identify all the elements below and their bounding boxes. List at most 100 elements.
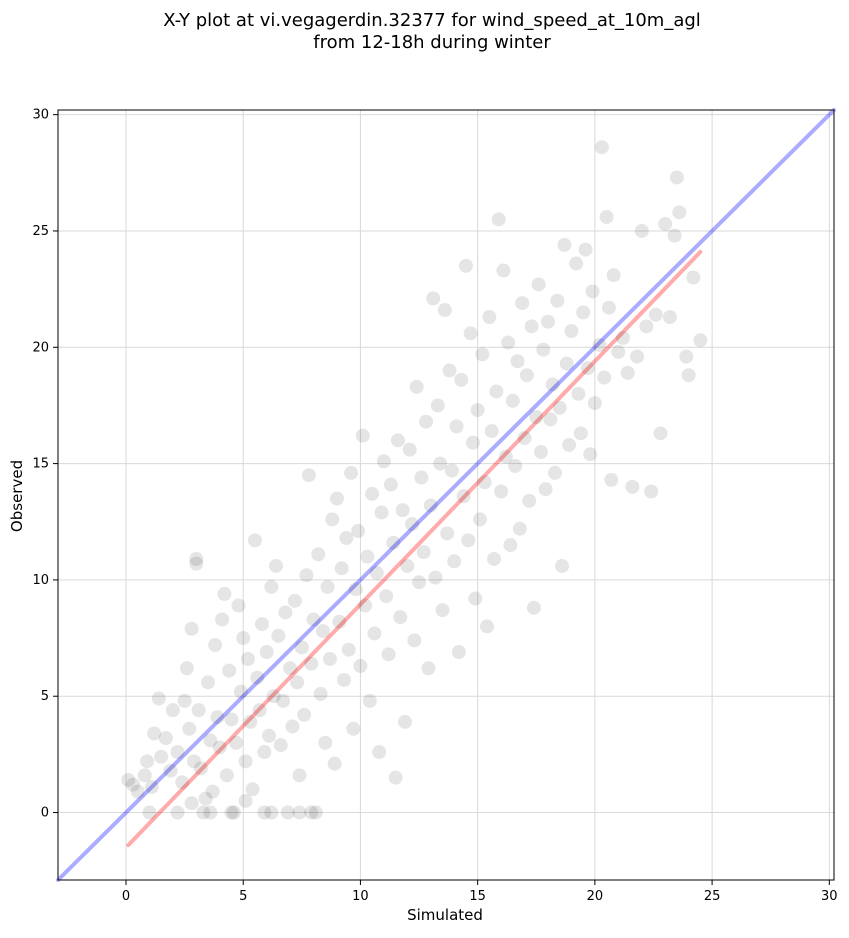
scatter-point [531, 277, 546, 292]
scatter-point [325, 512, 340, 527]
scatter-point [658, 216, 673, 231]
scatter-point [341, 642, 356, 657]
scatter-point [217, 586, 232, 601]
scatter-point [463, 326, 478, 341]
scatter-point [405, 517, 420, 532]
scatter-point [395, 503, 410, 518]
scatter-point [662, 310, 677, 325]
scatter-point [388, 770, 403, 785]
scatter-point [203, 733, 218, 748]
scatter-point [177, 693, 192, 708]
y-tick-label: 5 [41, 689, 49, 704]
scatter-point [287, 593, 302, 608]
scatter-point [247, 533, 262, 548]
scatter-point [355, 428, 370, 443]
scatter-point [297, 707, 312, 722]
scatter-point [519, 368, 534, 383]
scatter-point [407, 633, 422, 648]
x-tick-label: 5 [239, 889, 247, 904]
scatter-point [224, 805, 239, 820]
scatter-point [344, 465, 359, 480]
scatter-point [339, 531, 354, 546]
scatter-point [337, 672, 352, 687]
scatter-point [353, 658, 368, 673]
scatter-point [233, 684, 248, 699]
scatter-point [503, 538, 518, 553]
scatter-point [543, 412, 558, 427]
scatter-point [444, 463, 459, 478]
scatter-point [433, 456, 448, 471]
scatter-point [276, 693, 291, 708]
scatter-point [529, 410, 544, 425]
scatter-point [374, 505, 389, 520]
scatter-point [480, 619, 495, 634]
scatter-point [552, 400, 567, 415]
scatter-point [257, 745, 272, 760]
scatter-point [304, 656, 319, 671]
scatter-point [212, 740, 227, 755]
scatter-point [165, 703, 180, 718]
scatter-point [562, 437, 577, 452]
scatter-point [222, 663, 237, 678]
scatter-point [533, 444, 548, 459]
scatter-point [487, 551, 502, 566]
scatter-point [322, 652, 337, 667]
scatter-point [264, 579, 279, 594]
scatter-point [142, 805, 157, 820]
scatter-point [158, 731, 173, 746]
scatter-point [144, 779, 159, 794]
scatter-points [121, 140, 708, 820]
scatter-point [273, 738, 288, 753]
x-tick-label: 15 [469, 889, 486, 904]
scatter-point [304, 805, 319, 820]
scatter-point [261, 728, 276, 743]
scatter-point [271, 628, 286, 643]
scatter-point [550, 293, 565, 308]
scatter-point [264, 805, 279, 820]
scatter-point [147, 726, 162, 741]
scatter-point [189, 556, 204, 571]
plot-frame [57, 109, 835, 881]
scatter-point [299, 568, 314, 583]
scatter-point [578, 242, 593, 257]
y-tick-label: 20 [32, 340, 49, 355]
scatter-point [243, 714, 258, 729]
scatter-point [634, 223, 649, 238]
scatter-point [477, 475, 492, 490]
scatter-point [599, 210, 614, 225]
scatter-point [179, 661, 194, 676]
scatter-point [238, 793, 253, 808]
scatter-point [369, 565, 384, 580]
scatter-point [259, 645, 274, 660]
scatter-point [428, 570, 443, 585]
scatter-point [313, 686, 328, 701]
scatter-point [496, 263, 511, 278]
scatter-point [616, 330, 631, 345]
scatter-point [412, 575, 427, 590]
x-tick-label: 25 [704, 889, 721, 904]
scatter-point [679, 349, 694, 364]
scatter-point [681, 368, 696, 383]
scatter-point [545, 377, 560, 392]
scatter-point [510, 354, 525, 369]
scatter-point [163, 763, 178, 778]
x-tick-label: 30 [821, 889, 838, 904]
scatter-point [498, 449, 513, 464]
scatter-point [238, 754, 253, 769]
scatter-point [470, 403, 485, 418]
scatter-point [130, 784, 145, 799]
scatter-point [569, 256, 584, 271]
scatter-point [210, 710, 225, 725]
scatter-point [257, 805, 272, 820]
scatter-point [294, 640, 309, 655]
scatter-point [597, 370, 612, 385]
scatter-point [672, 205, 687, 220]
scatter-point [189, 551, 204, 566]
scatter-point [573, 426, 588, 441]
grid-lines [58, 110, 834, 880]
scatter-point [283, 661, 298, 676]
scatter-point [576, 305, 591, 320]
scatter-point [540, 314, 555, 329]
scatter-point [292, 805, 307, 820]
